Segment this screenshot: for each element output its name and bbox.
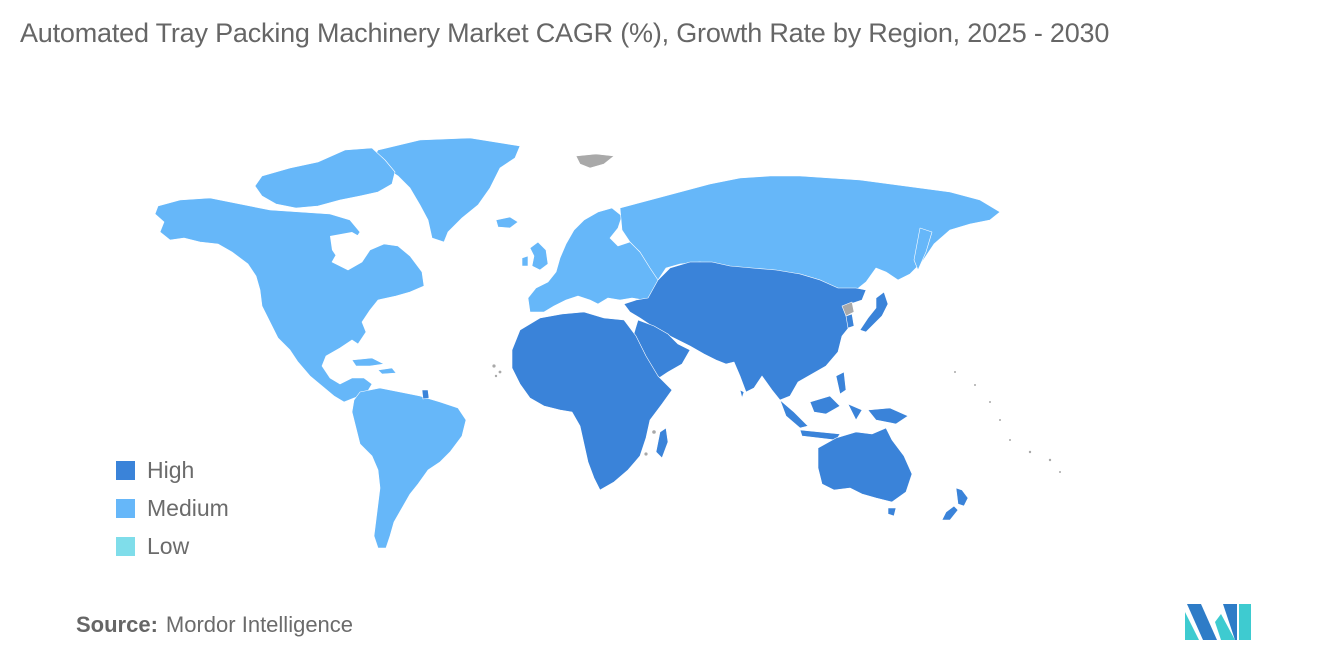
region-greenland[interactable] [371,137,521,243]
source-attribution: Source: Mordor Intelligence [76,612,353,638]
region-australia[interactable] [817,427,913,503]
hudson-bay [330,232,366,264]
region-kamchatka[interactable] [913,227,933,271]
legend-item-low: Low [116,527,229,565]
legend-item-high: High [116,451,229,489]
region-sri-lanka[interactable] [739,389,745,399]
region-uk[interactable] [521,241,549,271]
legend-swatch-high [116,460,135,480]
region-canada-arctic[interactable] [254,147,396,209]
region-sea-islands[interactable] [779,371,909,441]
small-islands-no-data [492,364,1061,473]
legend-swatch-low [116,536,135,556]
legend-swatch-medium [116,498,135,518]
chart-title: Automated Tray Packing Machinery Market … [20,18,1110,48]
region-south-america[interactable] [351,387,467,549]
region-russia[interactable] [619,175,1001,291]
legend-label-medium: Medium [147,494,229,521]
legend-item-medium: Medium [116,489,229,527]
region-tasmania[interactable] [887,507,897,517]
source-value: Mordor Intelligence [165,612,354,637]
region-svalbard[interactable] [575,153,615,169]
legend-label-low: Low [147,532,190,559]
region-new-zealand[interactable] [941,487,969,521]
region-north-korea[interactable] [841,301,855,317]
region-madagascar[interactable] [655,427,669,459]
mordor-intelligence-logo-icon [1185,604,1251,640]
region-iceland[interactable] [495,216,519,229]
region-japan[interactable] [859,291,889,333]
region-french-guiana[interactable] [421,389,430,400]
legend-label-high: High [147,456,195,483]
region-caribbean[interactable] [351,357,397,375]
source-label: Source: [76,612,158,637]
region-south-korea[interactable] [845,313,855,329]
region-africa[interactable] [511,311,673,491]
map-legend: High Medium Low [116,451,229,565]
